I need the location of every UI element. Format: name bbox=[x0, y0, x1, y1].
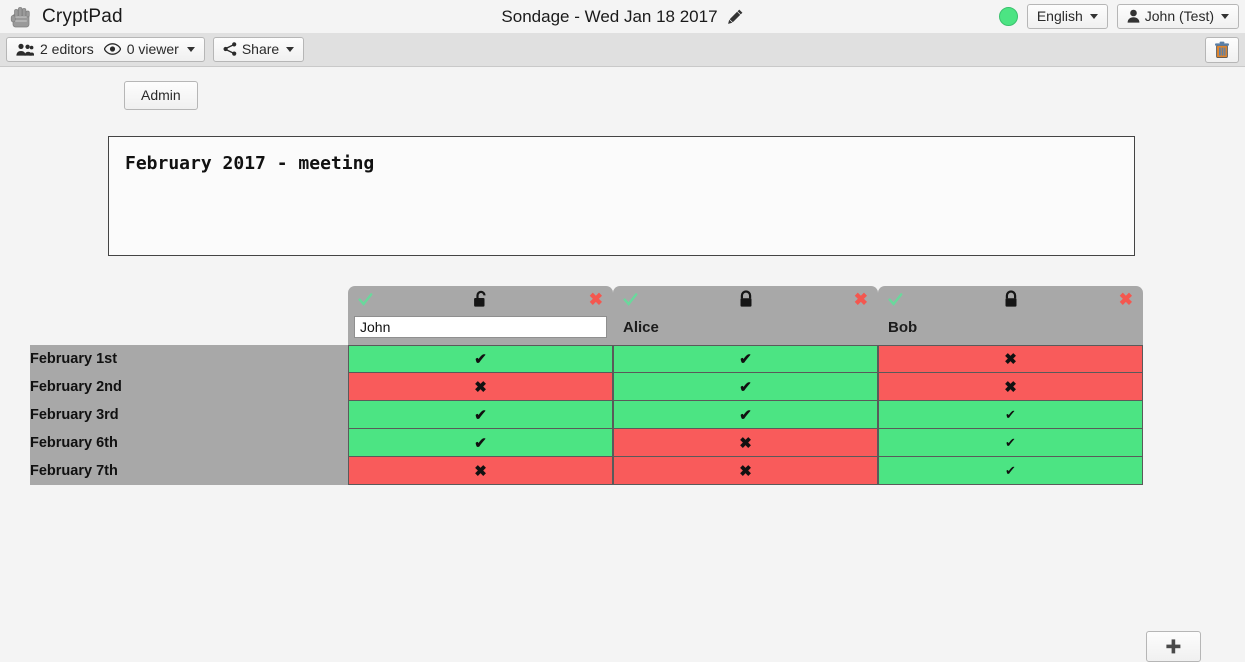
secondary-toolbar: 2 editors 0 viewer Share bbox=[0, 33, 1245, 67]
poll-column-header-john: ✖ bbox=[348, 286, 613, 346]
poll-table: ✖ bbox=[30, 286, 1143, 486]
top-toolbar: CryptPad Sondage - Wed Jan 18 2017 Engli… bbox=[0, 0, 1245, 33]
raised-fist-icon bbox=[10, 6, 30, 27]
poll-vote-cell[interactable]: ✔ bbox=[348, 429, 613, 458]
close-icon[interactable]: ✖ bbox=[853, 290, 868, 310]
poll-header-row: ✖ bbox=[30, 286, 1143, 346]
close-icon[interactable]: ✖ bbox=[588, 290, 603, 310]
top-right-controls: English John (Test) bbox=[998, 3, 1239, 30]
main-content: Admin February 2017 - meeting bbox=[0, 67, 1245, 662]
user-name-label: John (Test) bbox=[1144, 7, 1214, 24]
caret-down-icon bbox=[186, 46, 195, 52]
share-icon bbox=[223, 42, 237, 57]
poll-vote-cell[interactable]: ✔ bbox=[613, 345, 878, 374]
caret-down-icon bbox=[1089, 13, 1098, 19]
eye-icon bbox=[103, 43, 121, 56]
trash-icon bbox=[1215, 41, 1229, 58]
poll-corner-cell bbox=[30, 286, 348, 345]
user-menu-button[interactable]: John (Test) bbox=[1116, 3, 1239, 30]
userlist-button[interactable]: 2 editors 0 viewer bbox=[6, 36, 205, 63]
poll-row-label: February 1st bbox=[30, 345, 348, 374]
lock-icon[interactable] bbox=[737, 290, 754, 309]
check-icon[interactable] bbox=[623, 292, 638, 307]
poll-vote-cell[interactable]: ✖ bbox=[613, 429, 878, 458]
poll-table-wrap: ✖ bbox=[0, 286, 1245, 662]
user-icon bbox=[1127, 10, 1140, 24]
poll-column-name-bob: Bob bbox=[888, 319, 918, 337]
check-icon[interactable] bbox=[888, 292, 903, 307]
caret-down-icon bbox=[286, 46, 295, 52]
admin-button[interactable]: Admin bbox=[124, 81, 198, 111]
table-row: February 1st ✔ ✔ ✖ bbox=[30, 345, 1143, 374]
viewers-count-label: 0 viewer bbox=[126, 40, 179, 57]
poll-vote-cell[interactable]: ✖ bbox=[348, 373, 613, 402]
poll-table-head: ✖ bbox=[30, 286, 1143, 346]
table-row: February 6th ✔ ✖ ✔ bbox=[30, 429, 1143, 458]
add-column-button[interactable] bbox=[1146, 631, 1201, 662]
poll-row-label: February 6th bbox=[30, 429, 348, 458]
plus-icon bbox=[1166, 639, 1181, 654]
table-row: February 7th ✖ ✖ ✔ bbox=[30, 457, 1143, 486]
poll-row-label: February 2nd bbox=[30, 373, 348, 402]
lock-icon[interactable] bbox=[1002, 290, 1019, 309]
poll-column-header-alice: ✖ Alice bbox=[613, 286, 878, 346]
delete-button[interactable] bbox=[1205, 36, 1239, 63]
poll-column-header-bob: ✖ Bob bbox=[878, 286, 1143, 346]
poll-column-name-alice: Alice bbox=[623, 319, 659, 337]
poll-vote-cell[interactable]: ✖ bbox=[878, 345, 1143, 374]
share-label: Share bbox=[241, 40, 280, 57]
document-title-area: Sondage - Wed Jan 18 2017 bbox=[0, 7, 1245, 27]
brand[interactable]: CryptPad bbox=[0, 3, 123, 31]
caret-down-icon bbox=[1221, 13, 1229, 19]
connection-status-dot bbox=[998, 6, 1018, 26]
brand-name: CryptPad bbox=[42, 5, 123, 27]
table-row: February 2nd ✖ ✔ ✖ bbox=[30, 373, 1143, 402]
poll-vote-cell[interactable]: ✖ bbox=[348, 457, 613, 486]
language-label: English bbox=[1036, 7, 1083, 24]
language-button[interactable]: English bbox=[1026, 3, 1108, 30]
poll-vote-cell[interactable]: ✔ bbox=[878, 401, 1143, 430]
check-icon[interactable] bbox=[358, 292, 373, 307]
poll-vote-cell[interactable]: ✔ bbox=[878, 457, 1143, 486]
poll-row-label: February 7th bbox=[30, 457, 348, 486]
poll-vote-cell[interactable]: ✔ bbox=[348, 401, 613, 430]
poll-vote-cell[interactable]: ✖ bbox=[878, 373, 1143, 402]
page-title: Sondage - Wed Jan 18 2017 bbox=[501, 6, 718, 26]
poll-row-label: February 3rd bbox=[30, 401, 348, 430]
unlock-icon[interactable] bbox=[472, 290, 489, 309]
poll-vote-cell[interactable]: ✔ bbox=[613, 401, 878, 430]
poll-table-body: February 1st ✔ ✔ ✖ February 2nd ✖ ✔ ✖ Fe… bbox=[30, 345, 1143, 486]
poll-description-textarea[interactable]: February 2017 - meeting bbox=[108, 136, 1135, 257]
close-icon[interactable]: ✖ bbox=[1118, 290, 1133, 310]
poll-vote-cell[interactable]: ✔ bbox=[348, 345, 613, 374]
editors-count-label: 2 editors bbox=[40, 40, 94, 57]
table-row: February 3rd ✔ ✔ ✔ bbox=[30, 401, 1143, 430]
poll-vote-cell[interactable]: ✖ bbox=[613, 457, 878, 486]
poll-vote-cell[interactable]: ✔ bbox=[878, 429, 1143, 458]
poll-vote-cell[interactable]: ✔ bbox=[613, 373, 878, 402]
users-icon bbox=[16, 43, 34, 56]
admin-row: Admin bbox=[0, 67, 1245, 111]
share-button[interactable]: Share bbox=[212, 36, 305, 63]
poll-column-name-input-john[interactable] bbox=[354, 316, 607, 339]
pencil-icon[interactable] bbox=[727, 8, 744, 25]
